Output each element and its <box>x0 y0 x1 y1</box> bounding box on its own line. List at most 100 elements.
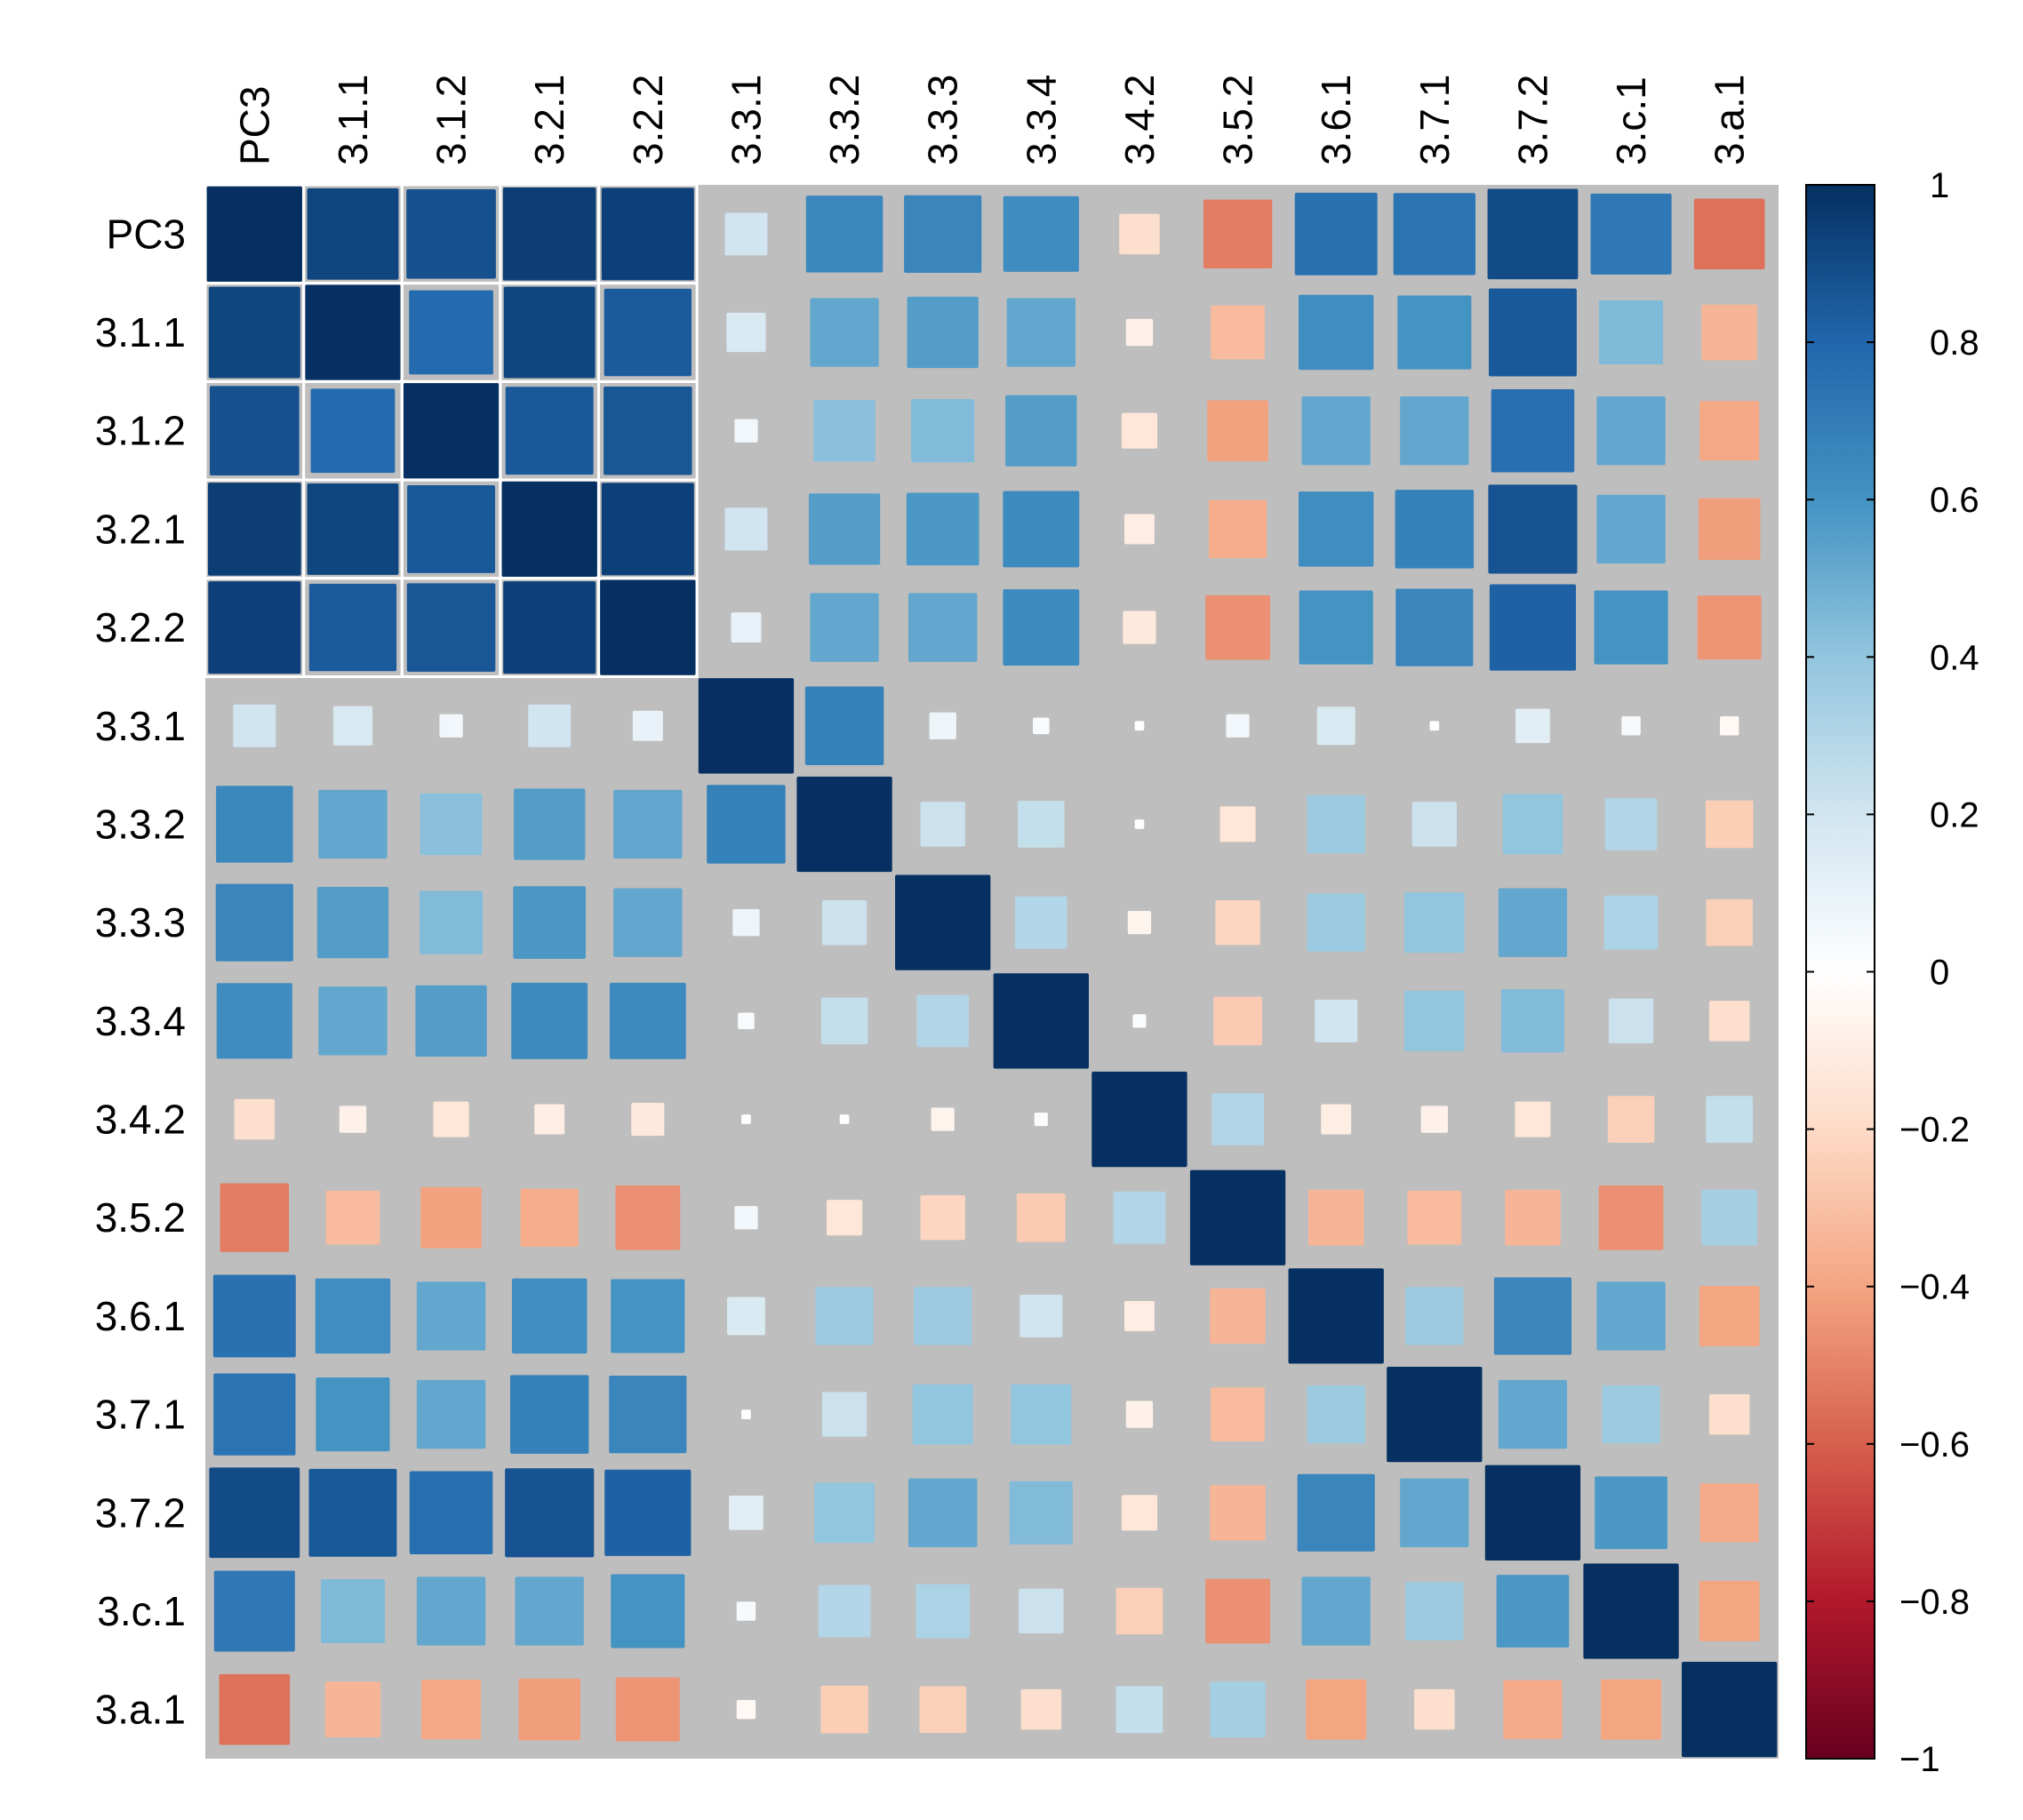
cell-3.3.4-3.2.2 <box>609 982 686 1059</box>
cell-3.7.2-3.1.1 <box>308 1468 397 1557</box>
row-label-layer: PC3 3.1.1 3.1.2 3.2.1 3.2.2 3.3.1 3.3.2 3.3.3 3.… <box>95 211 186 1732</box>
cell-3.3.1-3.4.2 <box>1134 721 1145 731</box>
cell-3.1.1-3.2.1 <box>503 286 596 379</box>
cell-PC3-3.4.2 <box>1119 213 1160 255</box>
column-label-3.3.1: 3.3.1 <box>723 75 769 165</box>
cell-3.2.2-3.2.1 <box>503 581 596 675</box>
cell-3.1.2-3.a.1 <box>1699 401 1760 461</box>
cell-3.4.2-3.3.3 <box>931 1107 955 1131</box>
colorbar-tick-label: 0.2 <box>1930 795 1979 834</box>
cell-3.3.4-3.c.1 <box>1608 998 1654 1044</box>
cell-3.3.4-3.7.1 <box>1403 990 1465 1051</box>
cell-3.a.1-3.2.2 <box>615 1677 680 1742</box>
column-label-3.3.2: 3.3.2 <box>821 75 868 165</box>
cell-3.3.2-3.4.2 <box>1134 819 1145 829</box>
cell-3.7.2-3.7.2 <box>1484 1465 1581 1561</box>
cell-3.4.2-3.c.1 <box>1607 1096 1655 1143</box>
cell-3.5.2-3.3.3 <box>920 1195 965 1241</box>
cell-3.5.2-3.3.1 <box>734 1206 758 1230</box>
cell-3.1.1-3.1.2 <box>409 290 493 375</box>
cell-3.1.2-3.3.4 <box>1005 395 1077 467</box>
cell-3.c.1-PC3 <box>213 1570 295 1652</box>
row-label-3.2.1: 3.2.1 <box>95 506 186 552</box>
cell-3.a.1-3.1.2 <box>421 1680 482 1740</box>
cell-3.1.2-3.5.2 <box>1207 400 1268 462</box>
cell-3.1.2-3.2.2 <box>604 386 692 475</box>
colorbar-tick-label: 0 <box>1930 954 1949 993</box>
colorbar-tick-label: −1 <box>1899 1740 1940 1779</box>
cell-3.5.2-PC3 <box>220 1183 289 1252</box>
cell-3.3.2-PC3 <box>216 786 293 863</box>
cell-3.7.2-3.7.1 <box>1400 1478 1469 1547</box>
cell-3.a.1-3.3.1 <box>736 1699 756 1720</box>
cell-3.c.1-3.3.3 <box>916 1584 971 1639</box>
row-label-3.4.2: 3.4.2 <box>95 1097 186 1143</box>
cell-3.1.1-3.1.1 <box>305 284 401 380</box>
cell-3.3.3-3.c.1 <box>1603 895 1659 950</box>
colorbar-tick-label: −0.6 <box>1899 1425 1970 1465</box>
cell-3.2.1-3.7.2 <box>1488 484 1578 574</box>
cell-3.1.2-3.7.1 <box>1400 396 1469 466</box>
cell-3.3.4-3.4.2 <box>1132 1014 1147 1028</box>
cell-3.c.1-3.c.1 <box>1583 1563 1679 1659</box>
column-label-3.1.1: 3.1.1 <box>330 75 376 165</box>
cell-3.3.1-3.5.2 <box>1226 714 1250 738</box>
cell-PC3-3.a.1 <box>1693 198 1765 270</box>
cell-3.4.2-3.1.2 <box>433 1101 469 1138</box>
cell-3.2.2-3.5.2 <box>1205 595 1270 660</box>
cell-PC3-3.1.1 <box>307 188 399 280</box>
cell-3.7.1-PC3 <box>213 1373 296 1456</box>
cell-3.3.2-3.3.1 <box>707 785 786 864</box>
row-label-3.3.3: 3.3.3 <box>95 899 186 946</box>
row-label-3.3.1: 3.3.1 <box>95 703 186 749</box>
cell-3.7.1-3.4.2 <box>1125 1401 1154 1428</box>
cell-3.6.1-3.4.2 <box>1123 1300 1155 1331</box>
colorbar-tick-label: 0.6 <box>1930 481 1979 520</box>
cell-3.7.1-3.7.2 <box>1498 1379 1568 1449</box>
column-label-3.7.1: 3.7.1 <box>1411 75 1458 165</box>
cell-3.1.1-3.a.1 <box>1701 304 1757 361</box>
cell-3.3.4-3.3.4 <box>993 973 1089 1069</box>
cell-3.a.1-3.3.4 <box>1020 1688 1062 1730</box>
cell-3.7.1-3.1.2 <box>416 1379 486 1449</box>
cell-3.c.1-3.4.2 <box>1115 1587 1163 1635</box>
cell-3.3.2-3.1.1 <box>318 789 388 859</box>
cell-3.c.1-3.7.2 <box>1496 1575 1570 1648</box>
cell-PC3-3.3.3 <box>904 195 982 273</box>
cell-3.3.3-3.1.1 <box>316 887 389 959</box>
cell-3.3.4-PC3 <box>216 983 292 1059</box>
cell-3.5.2-3.1.2 <box>420 1186 482 1249</box>
row-label-3.1.2: 3.1.2 <box>95 408 186 454</box>
cell-3.3.4-3.1.1 <box>318 986 388 1056</box>
cell-3.4.2-3.1.1 <box>339 1106 367 1133</box>
colorbar-tick-label: 1 <box>1930 166 1949 205</box>
cell-3.5.2-3.c.1 <box>1598 1185 1664 1250</box>
cell-3.3.2-3.5.2 <box>1219 806 1256 842</box>
cell-3.3.2-3.c.1 <box>1604 798 1658 850</box>
cell-3.7.1-3.6.1 <box>1307 1385 1365 1444</box>
cell-3.7.1-3.5.2 <box>1211 1387 1265 1441</box>
cell-3.7.2-3.2.2 <box>604 1469 692 1556</box>
row-label-3.3.4: 3.3.4 <box>95 998 186 1044</box>
cell-3.4.2-3.a.1 <box>1706 1096 1753 1143</box>
cell-3.a.1-3.3.3 <box>919 1686 966 1733</box>
cell-3.c.1-3.6.1 <box>1301 1577 1371 1646</box>
cell-3.7.1-3.a.1 <box>1708 1393 1750 1435</box>
cell-3.3.3-3.3.1 <box>732 908 760 937</box>
cell-3.7.2-3.2.1 <box>505 1468 595 1558</box>
cell-3.c.1-3.2.2 <box>611 1574 685 1648</box>
colorbar-tick-label: −0.2 <box>1899 1111 1970 1150</box>
colorbar-tick-label: 0.4 <box>1930 638 1979 677</box>
cell-3.1.1-3.c.1 <box>1599 300 1664 365</box>
cell-PC3-3.7.2 <box>1487 188 1579 280</box>
cell-PC3-3.3.1 <box>724 212 768 256</box>
cell-3.5.2-3.3.2 <box>826 1200 863 1236</box>
cell-3.5.2-3.7.2 <box>1505 1189 1561 1246</box>
cell-3.1.1-3.3.3 <box>907 296 979 369</box>
cell-3.3.3-3.4.2 <box>1127 911 1152 935</box>
cell-3.3.1-3.3.1 <box>698 678 795 774</box>
cell-3.7.1-3.3.3 <box>912 1384 973 1445</box>
cell-3.1.1-3.7.1 <box>1397 295 1472 370</box>
cell-3.6.1-3.5.2 <box>1210 1288 1266 1345</box>
cell-3.4.2-3.7.1 <box>1420 1106 1448 1133</box>
